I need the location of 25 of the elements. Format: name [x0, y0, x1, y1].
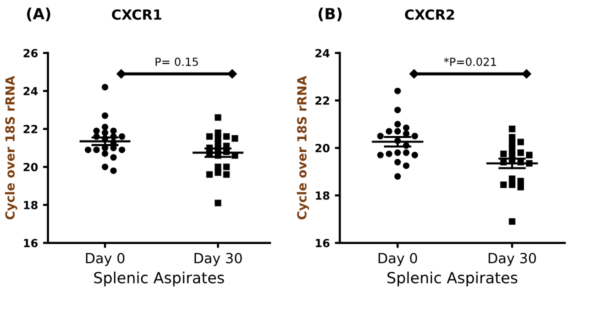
x-tick-label: Day 0	[378, 252, 418, 266]
y-tick-label: 22	[24, 124, 38, 134]
y-tick-label: 24	[24, 86, 38, 96]
y-tick-label: 18	[316, 191, 330, 200]
y-tick-label: 24	[316, 48, 330, 58]
text: (B)	[318, 8, 342, 22]
x-tick-label: Day 0	[86, 252, 124, 266]
chart-title: CXCR2	[405, 9, 454, 20]
x-axis-title: Splenic Aspirates	[94, 272, 224, 286]
chart-title: CXCR1	[112, 9, 162, 20]
y-tick-label: 26	[24, 48, 38, 58]
y-tick-label: 18	[24, 200, 38, 210]
x-tick-label: Day 30	[488, 252, 536, 266]
y-tick-label: 22	[316, 96, 330, 105]
y-axis-title: Cycle over 18S rRNA	[5, 76, 18, 220]
y-tick-label: 20	[316, 144, 330, 152]
y-tick-label: 20	[24, 162, 38, 172]
y-tick-label: 16	[24, 238, 38, 248]
text: (A)	[27, 8, 50, 22]
annotation: P= 0.15	[156, 58, 198, 66]
x-axis-title: Splenic Aspirates	[388, 272, 518, 286]
y-axis-title: Cycle over 18S rRNA	[296, 76, 310, 220]
x-tick-label: Day 30	[194, 252, 242, 266]
annotation: *P=0.021	[444, 58, 496, 66]
y-tick-label: 16	[316, 238, 330, 248]
